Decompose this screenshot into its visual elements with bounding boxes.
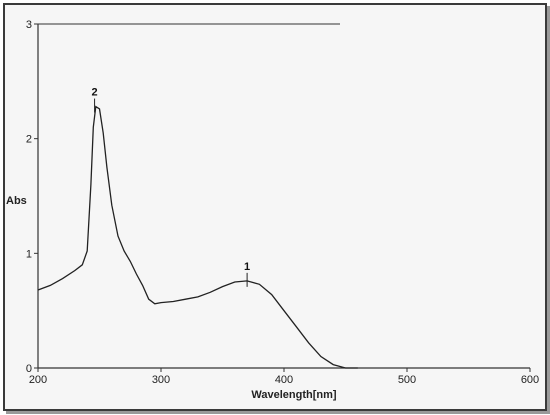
x-tick-label: 300 (152, 374, 170, 386)
spectrum-line (37, 105, 358, 369)
x-tick-label: 200 (29, 374, 47, 386)
y-ticks: 0 1 2 3 (26, 19, 38, 375)
x-ticks: 200 300 400 500 600 (29, 368, 539, 386)
y-tick-label: 1 (26, 248, 32, 260)
x-tick-label: 500 (398, 374, 416, 386)
peak-label: 1 (244, 261, 250, 273)
x-tick-label: 400 (275, 374, 293, 386)
y-axis-title: Abs (6, 195, 27, 207)
y-tick-label: 3 (26, 19, 32, 31)
x-axis-title: Wavelength[nm] (251, 389, 336, 401)
peak-label: 2 (92, 87, 98, 99)
x-tick-label: 600 (521, 374, 539, 386)
peak-annotations: 12 (92, 87, 250, 287)
y-tick-label: 2 (26, 134, 32, 146)
chart-frame (3, 3, 547, 411)
axes (37, 23, 530, 369)
y-tick-label: 0 (26, 363, 32, 375)
